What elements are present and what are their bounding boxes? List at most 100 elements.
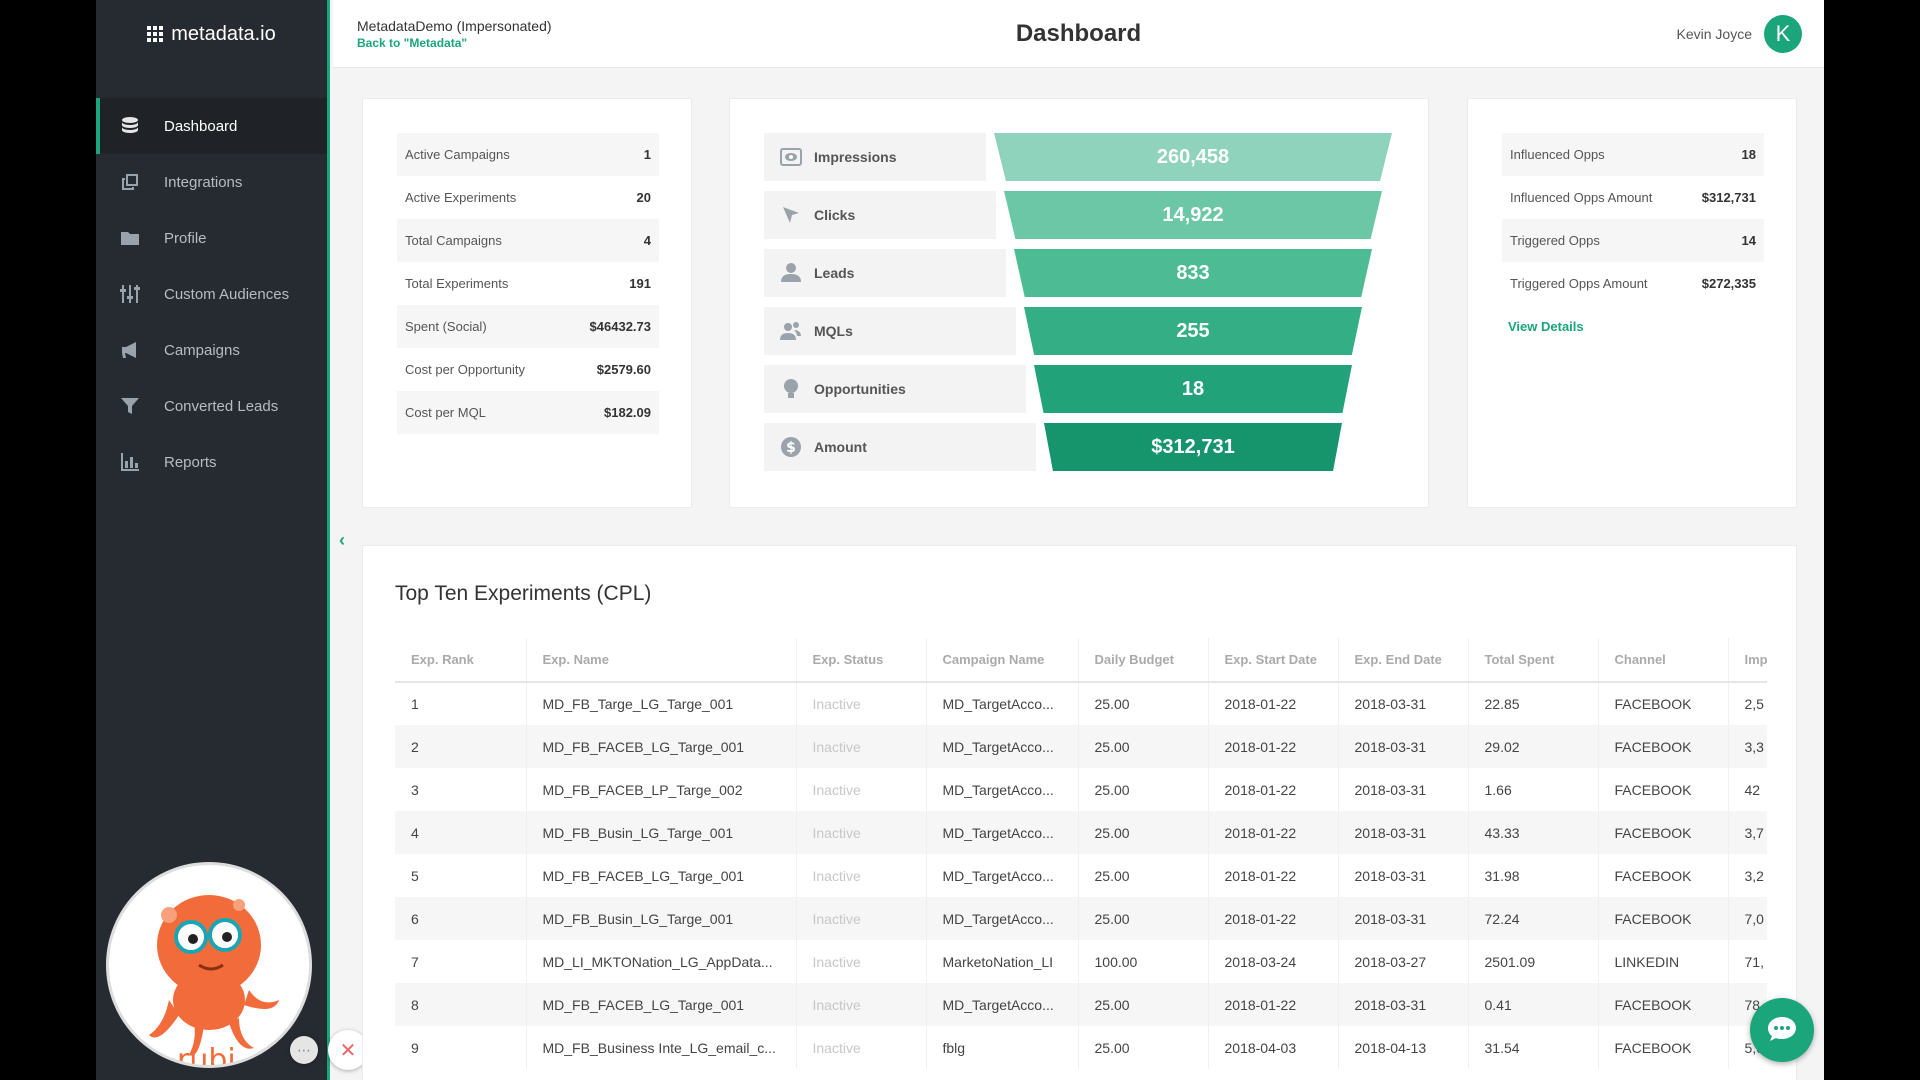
table-cell: 2501.09 — [1467, 940, 1598, 983]
sidebar-item-integrations[interactable]: Integrations — [96, 154, 327, 210]
table-cell: 42 — [1727, 768, 1767, 811]
dollar-icon: $ — [780, 436, 802, 458]
opps-row: Influenced Opps Amount $312,731 — [1502, 176, 1764, 219]
table-row[interactable]: 3 MD_FB_FACEB_LP_Targe_002 Inactive MD_Targ… — [395, 768, 1767, 811]
column-header[interactable]: Exp. End Date — [1337, 638, 1468, 683]
chat-button[interactable] — [1750, 998, 1814, 1062]
table-cell: Inactive — [795, 725, 926, 768]
database-icon — [120, 116, 140, 136]
funnel-row-opportunities: Opportunities 18 — [764, 365, 1394, 413]
stat-value: $182.09 — [604, 405, 651, 420]
stat-row: Spent (Social) $46432.73 — [397, 305, 659, 348]
table-cell: 1.66 — [1467, 768, 1598, 811]
table-row[interactable]: 6 MD_FB_Busin_LG_Targe_001 Inactive MD_Targ… — [395, 897, 1767, 940]
column-header[interactable]: Daily Budget — [1077, 638, 1208, 683]
stat-row: Active Campaigns 1 — [397, 133, 659, 176]
opps-list: Influenced Opps 18 Influenced Opps Amount… — [1502, 133, 1764, 305]
column-header[interactable]: Exp. Status — [795, 638, 926, 683]
table-cell: FACEBOOK — [1597, 854, 1728, 897]
table-cell: 100.00 — [1077, 940, 1208, 983]
funnel-row-amount: $ Amount $312,731 — [764, 423, 1394, 471]
table-cell: 29.02 — [1467, 725, 1598, 768]
table-cell: FACEBOOK — [1597, 1026, 1728, 1069]
table-cell: 2018-01-22 — [1207, 682, 1338, 725]
stats-list: Active Campaigns 1 Active Experiments 20 T… — [397, 133, 659, 434]
table-cell: 2,5 — [1727, 682, 1767, 725]
table-cell: MD_TargetAcco... — [925, 983, 1078, 1026]
table-cell: MD_TargetAcco... — [925, 854, 1078, 897]
sidebar-nav: Dashboard Integrations Profile Custom Au… — [96, 98, 327, 490]
view-details-link[interactable]: View Details — [1508, 319, 1584, 334]
table-cell: 5 — [411, 867, 419, 884]
mascot-avatar[interactable]: rubi — [106, 862, 312, 1068]
account-name: MetadataDemo (Impersonated) — [357, 18, 552, 34]
close-button[interactable]: ✕ — [328, 1030, 368, 1070]
table-cell: 2018-03-31 — [1337, 725, 1468, 768]
column-header[interactable]: Total Spent — [1467, 638, 1598, 683]
column-header[interactable]: Imp — [1727, 638, 1767, 683]
column-header[interactable]: Exp. Name — [525, 638, 796, 683]
opps-card: Influenced Opps 18 Influenced Opps Amount… — [1467, 98, 1797, 508]
more-options-button[interactable]: ⋯ — [290, 1036, 318, 1064]
app-window: metadata.io Dashboard Integrations Profi… — [96, 0, 1824, 1080]
funnel-label: Clicks — [764, 191, 996, 239]
sidebar-item-profile[interactable]: Profile — [96, 210, 327, 266]
table-cell: 3,2 — [1727, 854, 1767, 897]
logo-grid-icon — [147, 26, 164, 42]
table-cell: MD_FB_Busin_LG_Targe_001 — [525, 897, 796, 940]
sidebar-item-campaigns[interactable]: Campaigns — [96, 322, 327, 378]
table-row[interactable]: 2 MD_FB_FACEB_LG_Targe_001 Inactive MD_Targ… — [395, 725, 1767, 768]
bulb-icon — [780, 378, 802, 400]
sidebar-item-label: Dashboard — [164, 117, 238, 135]
table-cell: FACEBOOK — [1597, 897, 1728, 940]
table-cell: fblg — [925, 1026, 1078, 1069]
sidebar: metadata.io Dashboard Integrations Profi… — [96, 0, 330, 1080]
table-cell: 71, — [1727, 940, 1767, 983]
eye-icon — [780, 146, 802, 168]
sidebar-item-reports[interactable]: Reports — [96, 434, 327, 490]
table-row[interactable]: 9 MD_FB_Business Inte_LG_email_c... Inacti… — [395, 1026, 1767, 1069]
table-cell: MD_TargetAcco... — [925, 811, 1078, 854]
table-cell: MD_TargetAcco... — [925, 682, 1078, 725]
column-header[interactable]: Exp. Rank — [395, 638, 526, 683]
sidebar-item-dashboard[interactable]: Dashboard — [96, 98, 327, 154]
back-link[interactable]: Back to "Metadata" — [357, 36, 468, 50]
table-row[interactable]: 8 MD_FB_FACEB_LG_Targe_001 Inactive MD_Targ… — [395, 983, 1767, 1026]
table-cell: MarketoNation_LI — [925, 940, 1078, 983]
table-row[interactable]: 7 MD_LI_MKTONation_LG_AppData... Inactive M… — [395, 940, 1767, 983]
table-row[interactable]: 4 MD_FB_Busin_LG_Targe_001 Inactive MD_Targ… — [395, 811, 1767, 854]
stat-row: Active Experiments 20 — [397, 176, 659, 219]
funnel-label-text: Amount — [814, 439, 867, 455]
column-header[interactable]: Exp. Start Date — [1207, 638, 1338, 683]
avatar[interactable]: K — [1764, 15, 1802, 53]
opps-value: $312,731 — [1701, 190, 1756, 205]
cursor-icon — [780, 204, 802, 226]
table-cell: 6 — [395, 897, 526, 940]
sidebar-item-label: Profile — [164, 229, 207, 247]
integrations-icon — [120, 172, 140, 192]
table-scroll-area[interactable]: Exp. Rank Exp. Name Exp. Status Campaign Na… — [395, 638, 1767, 1080]
user-name[interactable]: Kevin Joyce — [1676, 26, 1752, 42]
table-cell: 72.24 — [1467, 897, 1598, 940]
table-cell: 2018-01-22 — [1207, 897, 1338, 940]
funnel-row-leads: Leads 833 — [764, 249, 1394, 297]
logo[interactable]: metadata.io — [96, 0, 327, 68]
column-header[interactable]: Channel — [1597, 638, 1728, 683]
opps-label: Influenced Opps Amount — [1510, 190, 1653, 205]
table-row[interactable]: 1 MD_FB_Targe_LG_Targe_001 Inactive MD_Targ… — [395, 682, 1767, 725]
table-row[interactable]: 5 MD_FB_FACEB_LG_Targe_001 Inactive MD_Targ… — [395, 854, 1767, 897]
stat-row: Cost per MQL $182.09 — [397, 391, 659, 434]
table-cell: 2018-04-03 — [1207, 1026, 1338, 1069]
table-cell: FACEBOOK — [1597, 768, 1728, 811]
table-cell: 2018-01-22 — [1207, 983, 1338, 1026]
opps-label: Influenced Opps — [1510, 147, 1605, 162]
sidebar-item-custom-audiences[interactable]: Custom Audiences — [96, 266, 327, 322]
svg-text:$: $ — [786, 440, 796, 456]
collapse-sidebar-button[interactable]: ‹ — [339, 530, 345, 550]
table-body: 1 MD_FB_Targe_LG_Targe_001 Inactive MD_Targ… — [395, 682, 1767, 1069]
stat-label: Spent (Social) — [405, 319, 487, 334]
sidebar-item-converted-leads[interactable]: Converted Leads — [96, 378, 327, 434]
table-cell: 25.00 — [1077, 983, 1208, 1026]
table-cell: 2018-04-13 — [1337, 1026, 1468, 1069]
column-header[interactable]: Campaign Name — [925, 638, 1078, 683]
